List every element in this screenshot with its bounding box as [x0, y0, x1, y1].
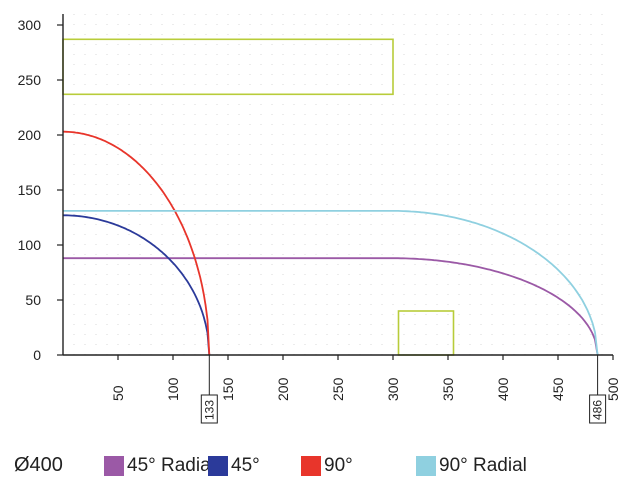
reference-box: [397, 310, 455, 356]
marker-label: 133: [202, 400, 216, 420]
marker-label: 486: [591, 400, 605, 420]
reference-boxes: [62, 38, 455, 356]
legend-title: Ø400: [14, 454, 63, 476]
x-tick-label: 50: [110, 385, 126, 401]
legend-label: 90°: [324, 455, 353, 476]
y-tick-label: 200: [18, 127, 42, 143]
legend-swatch: [416, 456, 436, 476]
x-tick-label: 300: [385, 377, 401, 401]
y-tick-label: 150: [18, 182, 42, 198]
legend-item: 90° Radial: [416, 455, 527, 477]
series-line: [63, 210, 599, 356]
y-tick-label: 50: [25, 292, 41, 308]
legend: Ø400 45° Radial 45° 90° 90° Radial: [0, 452, 626, 480]
y-tick-label: 300: [18, 17, 42, 33]
y-tick-label: 250: [18, 72, 42, 88]
series-line: [63, 214, 211, 356]
x-tick-label: 450: [550, 377, 566, 401]
x-axis-ticks: 50 100 150 200 250 300 350 400 450 500: [110, 355, 621, 401]
reference-box: [62, 38, 394, 96]
legend-item: 45° Radial: [104, 455, 215, 477]
series-line: [63, 130, 211, 356]
x-tick-label: 250: [330, 377, 346, 401]
marker-box: [200, 394, 218, 424]
x-tick-label: 400: [495, 377, 511, 401]
marker-box: [589, 394, 607, 424]
legend-label: 90° Radial: [439, 455, 527, 476]
x-tick-label: 350: [440, 377, 456, 401]
x-tick-label: 150: [220, 377, 236, 401]
legend-swatch: [104, 456, 124, 476]
legend-item: 45°: [208, 455, 260, 477]
x-tick-label: 500: [605, 377, 621, 401]
legend-item: 90°: [301, 455, 353, 477]
x-tick-label: 100: [165, 377, 181, 401]
y-tick-label: 100: [18, 237, 42, 253]
end-markers: 133 486: [200, 355, 607, 424]
y-tick-label: 0: [33, 347, 41, 363]
legend-label: 45°: [231, 455, 260, 476]
series-line: [63, 257, 599, 356]
chart: 0 50 100 150 200 250 300 50 100 150 200 250 300 350 4…: [18, 14, 621, 424]
legend-swatch: [301, 456, 321, 476]
grid-dots: [73, 14, 603, 355]
legend-swatch: [208, 456, 228, 476]
legend-label: 45° Radial: [127, 455, 215, 476]
x-tick-label: 200: [275, 377, 291, 401]
y-axis-ticks: 0 50 100 150 200 250 300: [18, 17, 63, 363]
series-curves: [63, 130, 599, 356]
